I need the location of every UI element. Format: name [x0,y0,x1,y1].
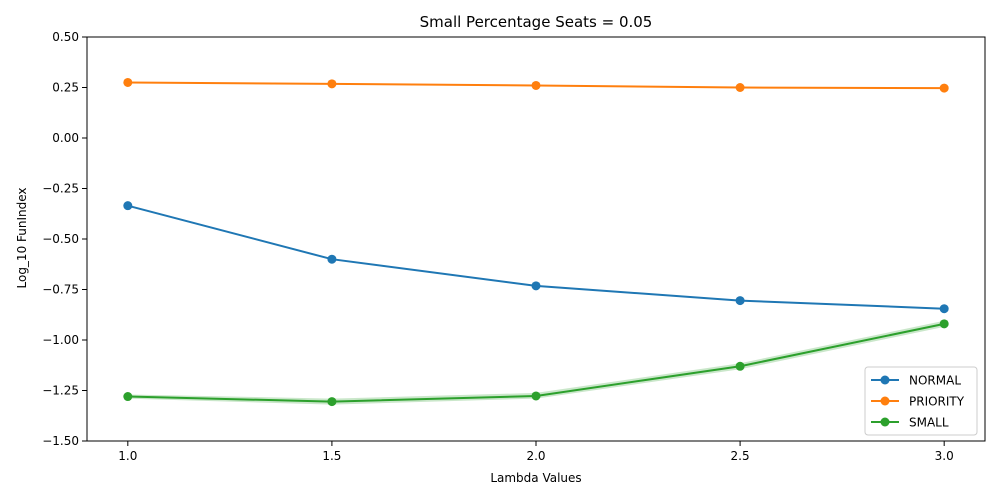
plot-frame [86,36,986,442]
legend-label-normal: NORMAL [909,374,961,388]
point-priority-3 [735,83,745,92]
y-axis-label: Log_10 FunIndex [15,187,29,288]
y-tick-label: 0.25 [52,81,79,95]
y-tick-label: −0.75 [42,283,79,297]
legend-swatch-marker [880,375,890,385]
chart-title: Small Percentage Seats = 0.05 [420,13,653,31]
point-normal-1 [327,254,337,264]
x-tick-label: 2.5 [731,449,750,463]
x-axis-label: Lambda Values [490,471,581,485]
legend-swatch-marker [880,417,890,427]
legend: NORMAL PRIORITY SMALL [864,366,978,436]
y-tick-label: 0.00 [52,131,79,145]
x-tick-label: 1.5 [322,449,341,463]
y-tick-label: −1.00 [42,333,79,347]
point-priority-4 [939,83,949,93]
point-small-1 [327,397,337,407]
point-small-2 [531,391,541,401]
line-normal [127,204,945,310]
y-tick-label: 0.50 [52,30,79,44]
point-normal-0 [123,201,133,211]
y-tick-label: −1.50 [42,434,79,448]
y-tick-label: −0.25 [42,182,79,196]
band-small [127,320,945,405]
point-small-0 [123,392,133,402]
point-normal-3 [735,296,745,306]
x-tick-label: 1.0 [118,449,137,463]
point-normal-4 [939,304,949,314]
x-tick-label: 3.0 [935,449,954,463]
point-priority-1 [327,79,337,89]
legend-box [864,366,978,436]
y-tick-label: −0.50 [42,232,79,246]
point-normal-2 [531,281,541,291]
point-small-3 [735,361,745,371]
y-tick-label: −1.25 [42,384,79,398]
line-small [127,322,945,403]
legend-swatch-marker [880,396,890,406]
legend-label-small: SMALL [909,416,949,430]
point-priority-0 [123,77,133,87]
x-tick-label: 2.0 [526,449,545,463]
point-priority-2 [531,80,541,90]
point-small-4 [939,319,949,329]
legend-label-priority: PRIORITY [909,395,965,409]
